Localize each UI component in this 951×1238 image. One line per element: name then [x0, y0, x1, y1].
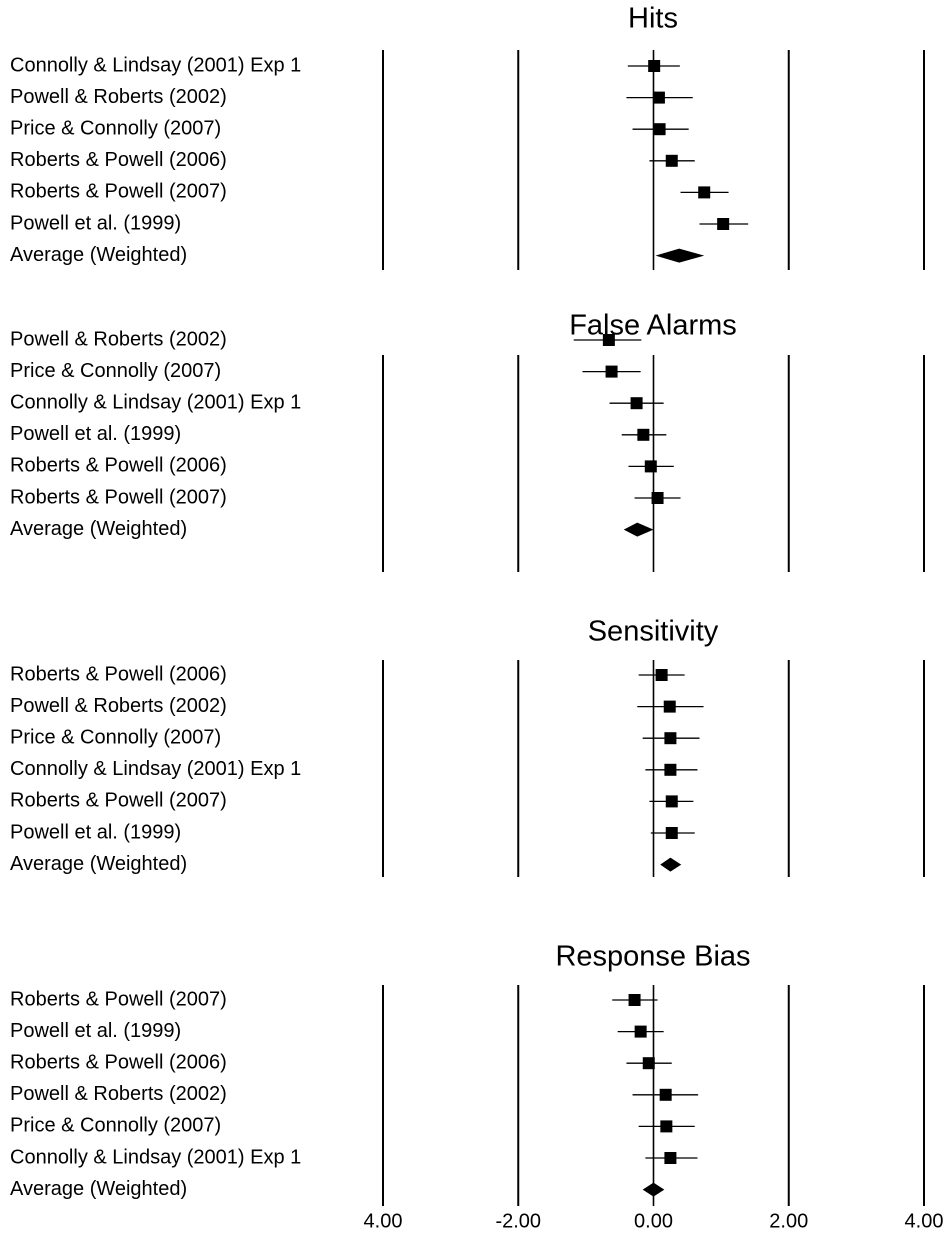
effect-square [664, 763, 677, 776]
summary-diamond [623, 522, 654, 537]
study-label: Roberts & Powell (2006) [10, 455, 227, 477]
summary-diamond [660, 857, 682, 872]
effect-square [644, 460, 657, 473]
study-label: Powell et al. (1999) [10, 1020, 181, 1042]
summary-diamond [642, 1182, 665, 1197]
effect-square [628, 994, 641, 1006]
effect-square [664, 732, 677, 745]
study-label: Roberts & Powell (2007) [10, 486, 227, 508]
panel-title: False Alarms [569, 310, 737, 342]
study-label: Powell & Roberts (2002) [10, 328, 227, 350]
study-label: Roberts & Powell (2006) [10, 663, 227, 685]
effect-square [659, 1088, 672, 1101]
x-tick-label: 2.00 [769, 1210, 808, 1232]
study-label: Powell & Roberts (2002) [10, 695, 227, 717]
effect-square [642, 1057, 655, 1070]
study-label: Price & Connolly (2007) [10, 360, 221, 382]
study-label: Average (Weighted) [10, 853, 187, 875]
effect-square [663, 700, 676, 713]
x-tick-label: 0.00 [634, 1210, 673, 1232]
x-tick-label: -2.00 [495, 1210, 541, 1232]
study-label: Roberts & Powell (2007) [10, 181, 227, 203]
study-label: Average (Weighted) [10, 1178, 187, 1200]
effect-square [665, 154, 678, 167]
study-label: Price & Connolly (2007) [10, 726, 221, 748]
study-label: Price & Connolly (2007) [10, 117, 221, 139]
effect-square [605, 365, 618, 378]
effect-square [655, 669, 668, 681]
study-label: Roberts & Powell (2007) [10, 988, 227, 1010]
study-label: Average (Weighted) [10, 518, 187, 540]
study-label: Powell et al. (1999) [10, 821, 181, 843]
panel-title: Sensitivity [588, 616, 719, 648]
x-tick-label: 4.00 [905, 1210, 944, 1232]
x-tick-label: 4.00 [364, 1210, 403, 1232]
effect-square [665, 795, 678, 808]
study-label: Connolly & Lindsay (2001) Exp 1 [10, 758, 301, 780]
effect-square [717, 218, 730, 230]
study-label: Average (Weighted) [10, 244, 187, 266]
effect-square [634, 1025, 647, 1038]
study-label: Powell & Roberts (2002) [10, 86, 227, 108]
study-label: Roberts & Powell (2007) [10, 790, 227, 812]
effect-square [630, 397, 643, 410]
panel-title: Hits [628, 3, 678, 35]
study-label: Powell et al. (1999) [10, 212, 181, 234]
study-label: Connolly & Lindsay (2001) Exp 1 [10, 391, 301, 413]
study-label: Roberts & Powell (2006) [10, 1051, 227, 1073]
effect-square [660, 1120, 673, 1133]
panel-title: Response Bias [555, 941, 750, 973]
study-label: Connolly & Lindsay (2001) Exp 1 [10, 1146, 301, 1168]
study-label: Powell & Roberts (2002) [10, 1083, 227, 1105]
effect-square [648, 60, 661, 72]
summary-diamond [655, 248, 705, 263]
effect-square [698, 186, 711, 199]
study-label: Price & Connolly (2007) [10, 1115, 221, 1137]
study-label: Roberts & Powell (2006) [10, 149, 227, 171]
study-label: Powell et al. (1999) [10, 423, 181, 445]
effect-square [637, 428, 650, 441]
effect-square [665, 827, 678, 839]
effect-square [653, 123, 666, 136]
study-label: Connolly & Lindsay (2001) Exp 1 [10, 54, 301, 76]
effect-square [652, 91, 665, 104]
effect-square [664, 1152, 677, 1164]
effect-square [602, 334, 615, 346]
effect-square [651, 492, 664, 504]
